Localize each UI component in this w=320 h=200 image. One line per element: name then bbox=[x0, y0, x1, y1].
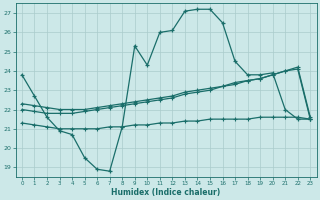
X-axis label: Humidex (Indice chaleur): Humidex (Indice chaleur) bbox=[111, 188, 221, 197]
